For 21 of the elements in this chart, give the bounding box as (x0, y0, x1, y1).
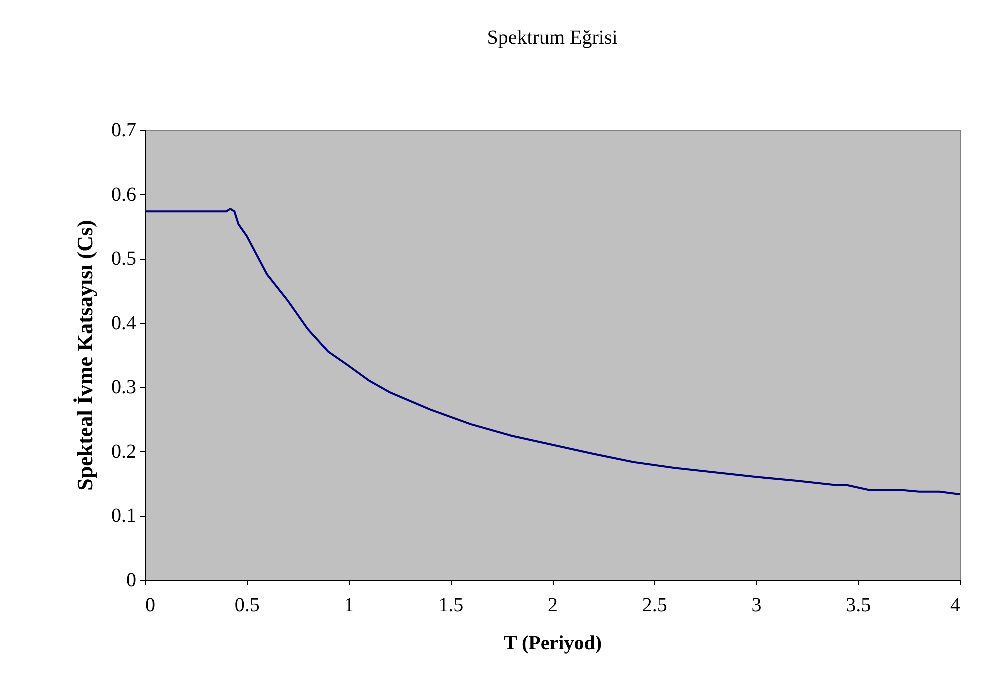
x-tick-label: 0.5 (234, 594, 260, 616)
x-tick-label: 3.5 (846, 594, 872, 616)
x-tick-label: 4 (950, 594, 960, 616)
y-tick-label: 0.2 (112, 440, 136, 463)
y-tick-label: 0.6 (112, 184, 136, 206)
x-tick-label: 2.5 (642, 594, 668, 616)
y-tick-label: 0.7 (112, 120, 136, 142)
x-tick-label: 0 (146, 594, 156, 616)
y-tick-label: 0.3 (112, 376, 136, 399)
y-tick-label: 0.1 (112, 505, 136, 528)
line-series (145, 208, 960, 496)
x-tick-label: 1 (344, 594, 354, 616)
x-tick-label: 3 (752, 594, 762, 616)
y-tick-label: 0 (126, 570, 136, 592)
x-axis-title: T (Periyod) (504, 632, 602, 654)
y-tick-label: 0.4 (112, 312, 136, 334)
y-axis-title: Spekteal İvme Katsayısı (Cs) (72, 220, 98, 491)
chart-title: Spektrum Eğrisi (487, 27, 618, 49)
y-tick-label: 0.5 (112, 248, 136, 270)
x-tick-label: 1.5 (438, 594, 464, 616)
x-tick-label: 2 (548, 594, 558, 616)
